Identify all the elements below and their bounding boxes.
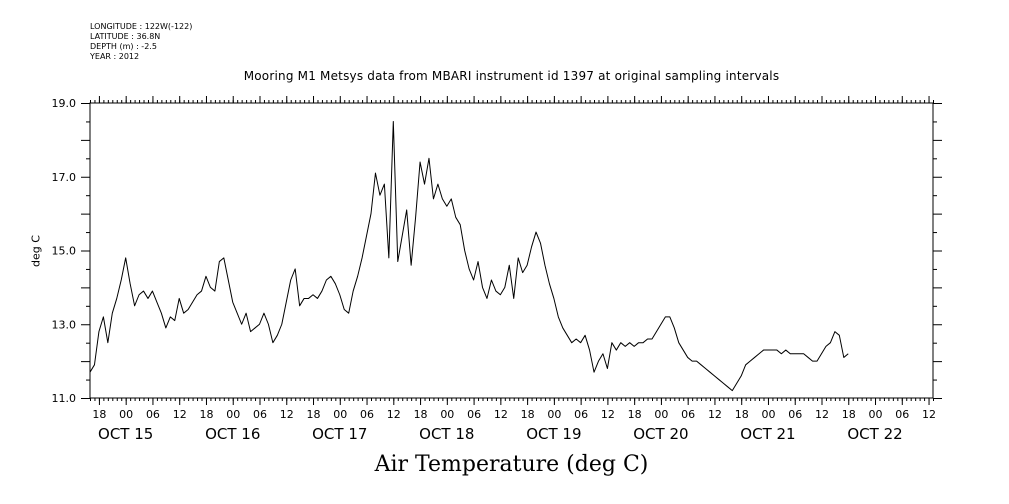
y-tick-label: 15.0 bbox=[52, 245, 77, 258]
x-tick-label: 06 bbox=[895, 408, 909, 421]
x-tick-label: 18 bbox=[199, 408, 213, 421]
x-tick-label: 12 bbox=[494, 408, 508, 421]
chart-title-container: Mooring M1 Metsys data from MBARI instru… bbox=[0, 69, 1009, 83]
chart-title: Mooring M1 Metsys data from MBARI instru… bbox=[243, 69, 780, 83]
x-tick-label: 00 bbox=[226, 408, 240, 421]
x-date-label: OCT 20 bbox=[633, 425, 688, 443]
year-text: YEAR : 2012 bbox=[90, 52, 140, 61]
x-tick-label: 18 bbox=[307, 408, 321, 421]
x-tick-label: 12 bbox=[815, 408, 829, 421]
y-tick-label: 19.0 bbox=[52, 97, 77, 110]
x-tick-label: 00 bbox=[869, 408, 883, 421]
x-date-label: OCT 18 bbox=[419, 425, 474, 443]
x-tick-label: 18 bbox=[842, 408, 856, 421]
x-date-label: OCT 17 bbox=[312, 425, 367, 443]
y-tick-label: 13.0 bbox=[52, 318, 77, 331]
x-date-label: OCT 22 bbox=[847, 425, 902, 443]
x-date-label: OCT 16 bbox=[205, 425, 260, 443]
x-tick-label: 00 bbox=[547, 408, 561, 421]
x-tick-label: 18 bbox=[735, 408, 749, 421]
chart-subtitle-container: Air Temperature (deg C) bbox=[0, 452, 1009, 477]
x-tick-label: 12 bbox=[922, 408, 936, 421]
plot-frame bbox=[89, 102, 934, 399]
x-tick-label: 18 bbox=[521, 408, 535, 421]
x-tick-label: 00 bbox=[761, 408, 775, 421]
x-tick-label: 06 bbox=[146, 408, 160, 421]
x-tick-label: 00 bbox=[654, 408, 668, 421]
metadata-block: LONGITUDE : 122W(-122) LATITUDE : 36.8N … bbox=[90, 22, 192, 62]
chart-subtitle: Air Temperature (deg C) bbox=[374, 452, 649, 477]
x-tick-label: 00 bbox=[333, 408, 347, 421]
x-tick-label: 06 bbox=[788, 408, 802, 421]
depth-text: DEPTH (m) : -2.5 bbox=[90, 42, 157, 51]
x-tick-label: 12 bbox=[173, 408, 187, 421]
x-tick-label: 18 bbox=[628, 408, 642, 421]
x-tick-label: 06 bbox=[253, 408, 267, 421]
x-tick-label: 18 bbox=[414, 408, 428, 421]
x-tick-label: 06 bbox=[467, 408, 481, 421]
x-tick-label: 18 bbox=[92, 408, 106, 421]
x-date-label: OCT 15 bbox=[98, 425, 153, 443]
x-tick-label: 12 bbox=[708, 408, 722, 421]
longitude-text: LONGITUDE : 122W(-122) bbox=[90, 22, 193, 31]
x-tick-label: 06 bbox=[681, 408, 695, 421]
x-date-label: OCT 19 bbox=[526, 425, 581, 443]
x-tick-label: 06 bbox=[360, 408, 374, 421]
x-tick-label: 00 bbox=[440, 408, 454, 421]
x-date-label: OCT 21 bbox=[740, 425, 795, 443]
series-line-0 bbox=[89, 120, 849, 392]
x-tick-label: 12 bbox=[280, 408, 294, 421]
latitude-text: LATITUDE : 36.8N bbox=[90, 32, 161, 41]
x-tick-label: 00 bbox=[119, 408, 133, 421]
x-tick-label: 06 bbox=[574, 408, 588, 421]
y-tick-label: 17.0 bbox=[52, 171, 77, 184]
y-tick-label: 11.0 bbox=[52, 392, 77, 405]
x-tick-label: 12 bbox=[387, 408, 401, 421]
x-tick-label: 12 bbox=[601, 408, 615, 421]
